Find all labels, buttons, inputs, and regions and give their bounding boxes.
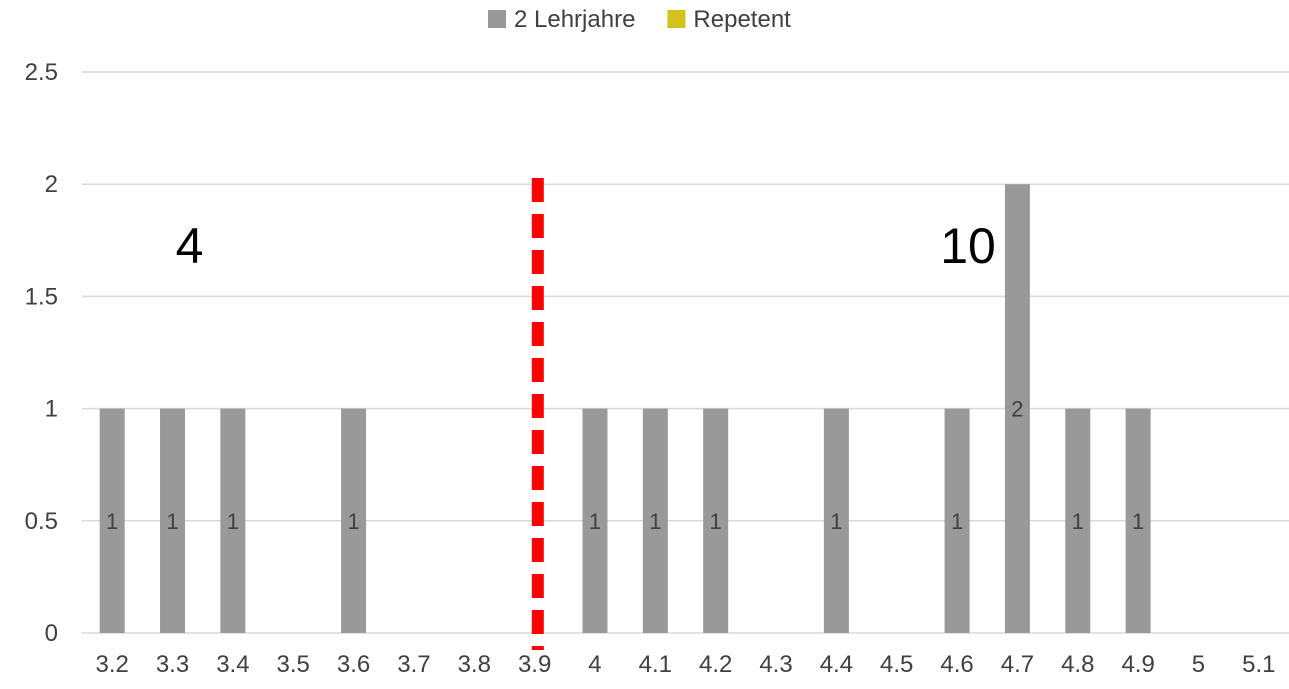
data-label: 1	[1072, 509, 1084, 534]
x-tick-label: 5	[1192, 651, 1205, 678]
bar	[703, 408, 729, 633]
y-tick-label: 1.5	[25, 283, 58, 310]
x-tick-label: 4.5	[880, 651, 913, 678]
x-tick-label: 4.2	[699, 651, 732, 678]
bar	[99, 408, 125, 633]
x-tick-label: 4.6	[940, 651, 973, 678]
legend-swatch	[488, 10, 506, 28]
x-tick-label: 3.2	[95, 651, 128, 678]
bar	[944, 408, 970, 633]
data-label: 1	[589, 509, 601, 534]
y-tick-label: 1	[45, 396, 58, 423]
x-tick-label: 3.7	[397, 651, 430, 678]
annotation-count: 4	[176, 218, 204, 274]
x-tick-label: 4.4	[820, 651, 853, 678]
x-tick-label: 3.4	[216, 651, 249, 678]
x-axis-ticks: 3.2 3.3 3.4 3.5 3.6 3.7 3.8 3.9 4 4.1 4.2 4.3 4.4 4.5…	[95, 651, 1275, 678]
legend: 2 Lehrjahre Repetent	[488, 6, 791, 33]
x-tick-label: 4.8	[1061, 651, 1094, 678]
y-tick-label: 0.5	[25, 508, 58, 535]
data-label: 1	[710, 509, 722, 534]
annotations: 4 10	[176, 218, 996, 274]
bar	[1125, 408, 1151, 633]
bars	[99, 184, 1151, 633]
bar	[1004, 184, 1030, 633]
data-label: 1	[951, 509, 963, 534]
x-tick-label: 4.7	[1001, 651, 1034, 678]
data-label: 1	[649, 509, 661, 534]
y-tick-label: 0	[45, 620, 58, 647]
bar	[582, 408, 608, 633]
bar	[160, 408, 186, 633]
bar	[341, 408, 367, 633]
bar	[220, 408, 246, 633]
data-label: 2	[1011, 397, 1023, 422]
x-tick-label: 5.1	[1242, 651, 1275, 678]
x-tick-label: 3.3	[156, 651, 189, 678]
bar	[642, 408, 668, 633]
data-label: 1	[227, 509, 239, 534]
y-axis-ticks: 0 0.5 1 1.5 2 2.5	[25, 59, 58, 647]
legend-swatch	[667, 10, 686, 28]
x-tick-label: 3.5	[277, 651, 310, 678]
x-tick-label: 3.6	[337, 651, 370, 678]
legend-label: Repetent	[693, 6, 791, 33]
data-label: 1	[347, 509, 359, 534]
data-label: 1	[166, 509, 178, 534]
legend-label: 2 Lehrjahre	[514, 6, 635, 33]
bar	[1065, 408, 1091, 633]
y-tick-label: 2.5	[25, 59, 58, 86]
x-tick-label: 3.8	[458, 651, 491, 678]
data-label: 1	[830, 509, 842, 534]
data-label: 1	[1132, 509, 1144, 534]
x-tick-label: 4.3	[759, 651, 792, 678]
gridlines	[82, 71, 1289, 634]
x-tick-label: 4.9	[1121, 651, 1154, 678]
x-tick-label: 4	[588, 651, 601, 678]
data-label: 1	[106, 509, 118, 534]
annotation-count: 10	[940, 218, 996, 274]
data-labels: 1 1 1 1 1 1 1 1 1 2 1 1	[106, 397, 1144, 534]
x-tick-label: 3.9	[518, 651, 551, 678]
x-tick-label: 4.1	[639, 651, 672, 678]
bar	[823, 408, 849, 633]
y-tick-label: 2	[45, 171, 58, 198]
